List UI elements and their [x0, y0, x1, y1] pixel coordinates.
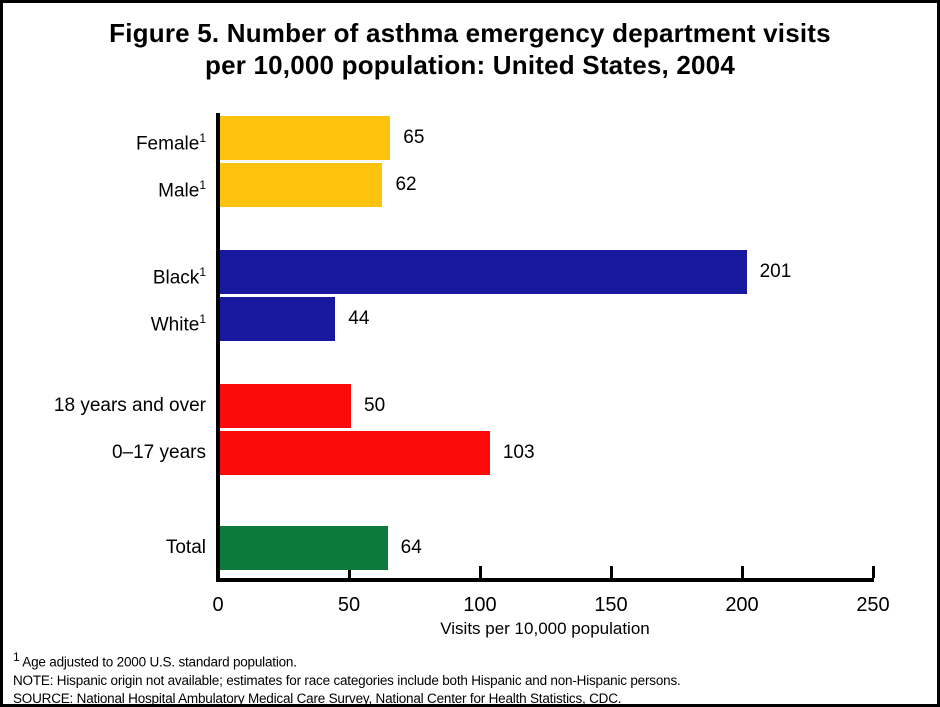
- category-label-male: Male1: [3, 163, 206, 207]
- x-axis-title: Visits per 10,000 population: [440, 619, 650, 638]
- x-axis-tick-100: [478, 566, 482, 578]
- bar-male: [220, 163, 383, 207]
- bar-female: [220, 116, 391, 160]
- bar-18-years-and-over: [220, 384, 351, 428]
- x-axis-line: [216, 578, 874, 582]
- category-label-total: Total: [3, 526, 206, 570]
- category-label-text: White: [150, 314, 200, 336]
- category-label-text: Female: [135, 133, 200, 155]
- x-axis-tick-label-150: 150: [594, 594, 628, 616]
- footnote-superscript: 1: [13, 650, 20, 664]
- footnotes: 1 Age adjusted to 2000 U.S. standard pop…: [13, 648, 681, 706]
- value-label-female: 65: [403, 127, 425, 148]
- value-label-0-17-years: 103: [502, 442, 535, 463]
- value-label-male: 62: [395, 174, 417, 195]
- x-axis-tick-150: [609, 566, 613, 578]
- category-label-female: Female1: [3, 116, 206, 160]
- category-label-white: White1: [3, 297, 206, 341]
- figure-title: Figure 5. Number of asthma emergency dep…: [3, 17, 937, 81]
- bar-total: [220, 526, 388, 570]
- figure-title-line1: Figure 5. Number of asthma emergency dep…: [109, 18, 831, 48]
- x-axis-tick-label-250: 250: [856, 594, 890, 616]
- category-label-0-17-years: 0–17 years: [3, 431, 206, 475]
- bar-chart: 0 50 100 150 200 250 Female1 65 Male1 62 Black1 20…: [3, 3, 937, 704]
- value-label-total: 64: [400, 537, 422, 558]
- x-axis-tick-50: [347, 566, 351, 578]
- category-label-text: Black: [152, 267, 200, 289]
- category-label-superscript: 1: [199, 178, 206, 192]
- category-label-black: Black1: [3, 250, 206, 294]
- x-axis-tick-200: [740, 566, 744, 578]
- category-label-superscript: 1: [199, 131, 206, 145]
- footnote-source: SOURCE: National Hospital Ambulatory Med…: [13, 690, 622, 706]
- x-axis-tick-0: [216, 566, 220, 578]
- x-axis-tick-label-100: 100: [463, 594, 497, 616]
- category-label-superscript: 1: [199, 312, 206, 326]
- category-label-text: 18 years and over: [53, 395, 206, 416]
- x-axis-tick-250: [871, 566, 875, 578]
- footnote-age-adjusted: 1 Age adjusted to 2000 U.S. standard pop…: [13, 650, 297, 670]
- bar-0-17-years: [220, 431, 490, 475]
- category-label-18-years-and-over: 18 years and over: [3, 384, 206, 428]
- x-axis-tick-label-50: 50: [337, 594, 361, 616]
- value-label-white: 44: [348, 308, 370, 329]
- figure-title-line2: per 10,000 population: United States, 20…: [205, 50, 735, 80]
- category-label-text: 0–17 years: [111, 442, 206, 463]
- category-label-text: Male: [158, 180, 200, 202]
- bar-black: [220, 250, 747, 294]
- category-label-text: Total: [165, 537, 206, 558]
- value-label-black: 201: [759, 261, 792, 282]
- x-axis-tick-label-0: 0: [212, 594, 224, 616]
- y-axis-line: [216, 113, 220, 582]
- bar-white: [220, 297, 336, 341]
- footnote-note: NOTE: Hispanic origin not available; est…: [13, 672, 681, 688]
- category-label-superscript: 1: [199, 265, 206, 279]
- x-axis-tick-label-200: 200: [725, 594, 759, 616]
- value-label-18-years-and-over: 50: [364, 395, 386, 416]
